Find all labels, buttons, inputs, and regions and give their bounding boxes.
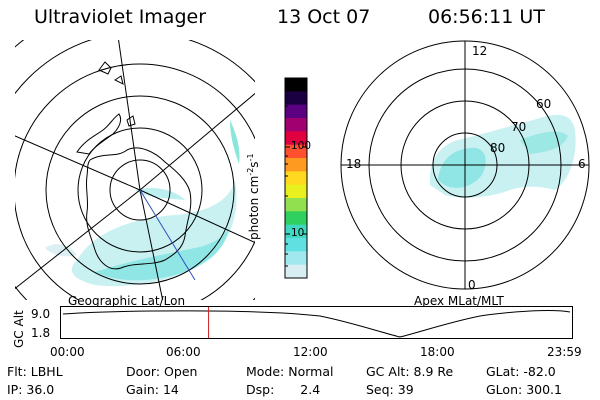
colorbar-segment [285,224,307,239]
time-tick-1200: 12:00 [293,345,328,359]
mlt-label-0: 0 [468,278,476,292]
colorbar-units-label: photon cm-2s-1 [246,153,261,240]
glon-label: GLon: [486,382,523,397]
glon-readout: GLon: 300.1 [486,382,562,397]
colorbar-segment [285,104,307,119]
gc-alt-readout: GC Alt: 8.9 Re [366,364,453,379]
time-tick-2359: 23:59 [547,345,582,359]
seq-readout: Seq: 39 [366,382,414,397]
ip-readout: IP: 36.0 [7,382,54,397]
colorbar-segment [285,158,307,172]
ip-value: 36.0 [26,382,55,397]
filter-readout: Flt: LBHL [7,364,63,379]
magnetic-map-caption: Apex MLat/MLT [414,294,504,308]
dsp-readout: Dsp: 2.4 [246,382,320,397]
door-value: Open [164,364,198,379]
colorbar-segment [285,118,307,132]
geographic-polar-map [15,40,255,300]
colorbar-segment [285,171,307,186]
colorbar-tick-10: 10 [291,227,305,239]
colorbar-segment [285,91,307,106]
colorbar-tick-100: 100 [291,140,312,152]
time-tick-0000: 00:00 [50,345,85,359]
door-readout: Door: Open [126,364,197,379]
observation-date: 13 Oct 07 [277,6,371,28]
mlt-label-12: 12 [472,44,488,58]
mode-value: Normal [288,364,334,379]
gain-label: Gain: [126,382,159,397]
glat-readout: GLat: -82.0 [486,364,556,379]
mlat-label-70: 70 [511,120,527,134]
colorbar-segment [285,184,307,199]
ip-label: IP: [7,382,23,397]
colorbar-segment [285,238,307,252]
door-label: Door: [126,364,161,379]
colorbar-gradient [285,78,307,279]
observation-time: 06:56:11 UT [428,6,545,28]
colorbar-units-text: photon cm [247,175,261,240]
mlat-label-80: 80 [490,141,506,155]
gain-readout: Gain: 14 [126,382,179,397]
time-tick-0600: 06:00 [166,345,201,359]
colorbar-segment [285,251,307,266]
mlat-label-60: 60 [536,97,552,111]
intensity-colorbar [284,77,308,279]
colorbar-segment [285,264,307,279]
seq-value: 39 [397,382,414,397]
geographic-map-caption: Geographic Lat/Lon [68,294,186,308]
magnetic-polar-map [340,40,590,290]
gc-alt-label: GC Alt: [366,364,410,379]
colorbar-units-s: s [247,161,261,168]
altitude-time-plot [60,306,573,339]
glat-value: -82.0 [523,364,556,379]
colorbar-segment [285,198,307,212]
altitude-axis-label: GC Alt [12,310,26,348]
colorbar-segment [285,144,307,159]
mode-label: Mode: [246,364,285,379]
colorbar-units-exp2: -1 [246,153,255,162]
antarctica-coastline [85,147,192,270]
filter-label: Flt: [7,364,27,379]
mlt-label-18: 18 [346,157,362,171]
mode-readout: Mode: Normal [246,364,334,379]
instrument-title: Ultraviolet Imager [34,6,207,28]
colorbar-segment [285,131,307,146]
glat-label: GLat: [486,364,520,379]
gain-value: 14 [162,382,179,397]
time-tick-1800: 18:00 [420,345,455,359]
mlt-label-6: 6 [578,157,586,171]
gc-alt-value: 8.9 Re [413,364,454,379]
dsp-label: Dsp: [246,382,275,397]
colorbar-segment [285,78,307,92]
orbit-altitude-curve [62,310,571,338]
glon-value: 300.1 [526,382,562,397]
seq-label: Seq: [366,382,394,397]
colorbar-units-exp1: -2 [246,167,255,176]
altitude-tick-high: 9.0 [31,307,51,321]
dsp-value: 2.4 [300,382,321,397]
colorbar-segment [285,211,307,226]
filter-value: LBHL [30,364,63,379]
altitude-tick-low: 1.8 [31,326,51,340]
